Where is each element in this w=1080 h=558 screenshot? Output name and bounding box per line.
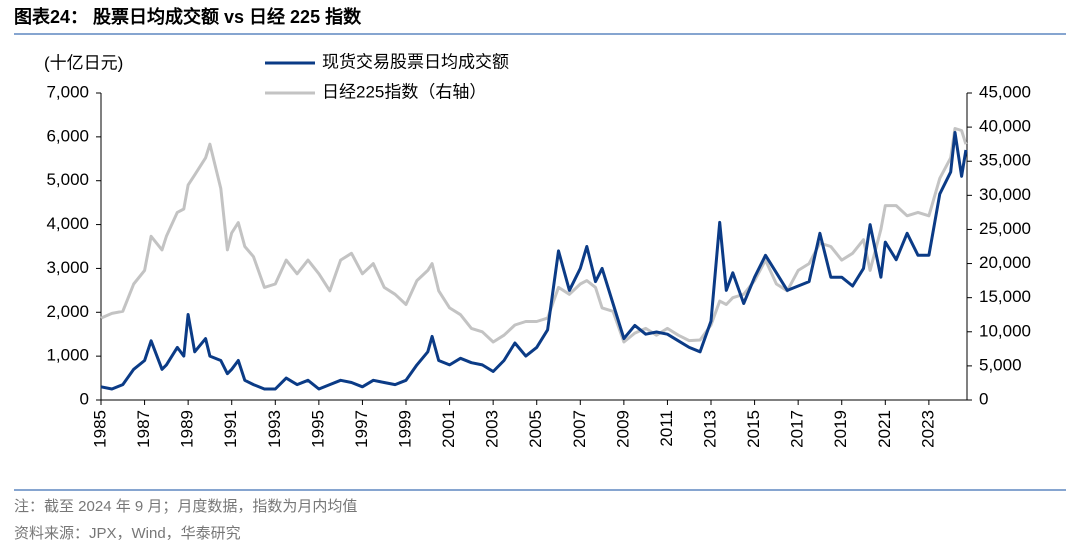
- y-axis-unit: (十亿日元): [44, 53, 123, 72]
- y2-tick-label: 0: [979, 389, 988, 408]
- x-tick-label: 1991: [221, 410, 240, 448]
- y-tick-label: 4,000: [46, 214, 89, 233]
- y-tick-label: 3,000: [46, 258, 89, 277]
- x-tick-label: 2007: [570, 410, 589, 448]
- y2-tick-label: 25,000: [979, 219, 1031, 238]
- y2-tick-label: 45,000: [979, 82, 1031, 101]
- x-tick-label: 1993: [265, 410, 284, 448]
- y-tick-label: 0: [80, 389, 89, 408]
- y2-tick-label: 5,000: [979, 355, 1022, 374]
- source: 资料来源：JPX，Wind，华泰研究: [14, 525, 241, 542]
- x-tick-label: 2019: [831, 410, 850, 448]
- x-tick-label: 2013: [700, 410, 719, 448]
- y2-tick-label: 20,000: [979, 253, 1031, 272]
- y-tick-label: 5,000: [46, 170, 89, 189]
- x-tick-label: 2003: [483, 410, 502, 448]
- x-tick-label: 1999: [395, 410, 414, 448]
- x-tick-label: 2011: [657, 410, 676, 447]
- y2-tick-label: 35,000: [979, 151, 1031, 170]
- y-tick-label: 1,000: [46, 346, 89, 365]
- series-line: [100, 131, 968, 391]
- legend-label: 日经225指数（右轴）: [322, 82, 486, 101]
- x-tick-label: 2021: [875, 410, 894, 448]
- x-tick-label: 2015: [744, 410, 763, 448]
- x-tick-label: 1997: [352, 410, 371, 448]
- y-tick-label: 2,000: [46, 302, 89, 321]
- y-tick-label: 7,000: [46, 82, 89, 101]
- x-tick-label: 1985: [90, 410, 109, 448]
- x-tick-label: 2001: [439, 410, 458, 448]
- series-line: [100, 127, 968, 344]
- y-tick-label: 6,000: [46, 126, 89, 145]
- chart-title: 图表24： 股票日均成交额 vs 日经 225 指数: [14, 6, 362, 27]
- note: 注：截至 2024 年 9 月；月度数据，指数为月内均值: [14, 498, 357, 515]
- x-tick-label: 2023: [918, 410, 937, 448]
- y2-tick-label: 10,000: [979, 321, 1031, 340]
- legend-label: 现货交易股票日均成交额: [322, 52, 509, 71]
- x-tick-label: 2005: [526, 410, 545, 448]
- y2-tick-label: 30,000: [979, 185, 1031, 204]
- x-tick-label: 2017: [788, 410, 807, 448]
- x-tick-label: 1987: [134, 410, 153, 448]
- x-tick-label: 2009: [613, 410, 632, 448]
- y2-tick-label: 40,000: [979, 117, 1031, 136]
- x-tick-label: 1989: [178, 410, 197, 448]
- x-tick-label: 1995: [308, 410, 327, 448]
- y2-tick-label: 15,000: [979, 287, 1031, 306]
